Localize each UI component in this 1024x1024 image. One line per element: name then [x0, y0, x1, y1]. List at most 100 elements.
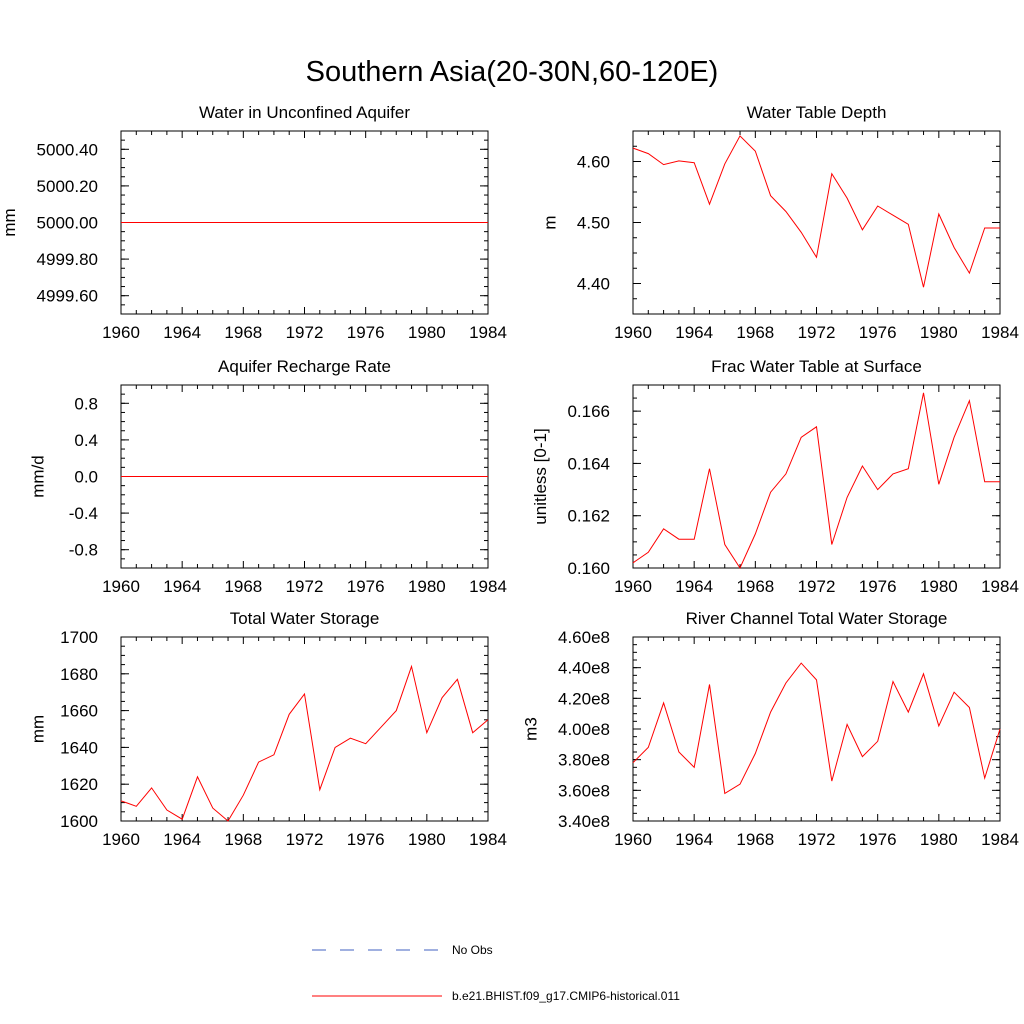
plot-frame: [632, 130, 1001, 315]
x-tick-label: 1984: [469, 830, 507, 849]
y-tick-label: 4999.60: [37, 287, 98, 306]
x-tick-label: 1980: [920, 577, 958, 596]
y-tick-label: 0.162: [567, 507, 610, 526]
y-tick-label: 0.164: [567, 454, 610, 473]
y-tick-label: 1680: [60, 665, 98, 684]
y-tick-label: 3.40e8: [558, 812, 610, 831]
series-line: [120, 664, 489, 822]
panel-title: Water Table Depth: [747, 103, 887, 122]
x-tick-label: 1984: [981, 323, 1019, 342]
chart-panel-2: Water Table Depth 1960 1964 1968 1972 1976 198…: [541, 103, 1019, 342]
x-tick-label: 1976: [859, 830, 897, 849]
series-line: [632, 662, 1001, 795]
x-tick-label: 1976: [347, 577, 385, 596]
x-tick-label: 1976: [859, 577, 897, 596]
y-tick-label: 0.8: [74, 394, 98, 413]
x-tick-label: 1968: [224, 830, 262, 849]
x-tick-label: 1976: [347, 323, 385, 342]
x-tick-label: 1968: [224, 323, 262, 342]
y-axis-label: unitless [0-1]: [531, 428, 550, 524]
y-tick-label: 1620: [60, 775, 98, 794]
x-tick-label: 1972: [798, 323, 836, 342]
x-tick-label: 1980: [408, 830, 446, 849]
x-tick-label: 1964: [675, 323, 713, 342]
x-tick-label: 1960: [614, 830, 652, 849]
y-tick-label: 0.166: [567, 402, 610, 421]
y-axis-label: mm/d: [29, 455, 48, 498]
x-tick-label: 1968: [736, 323, 774, 342]
panel-title: Aquifer Recharge Rate: [218, 357, 391, 376]
legend-swatch-solid: [312, 995, 442, 997]
series-line: [632, 135, 1000, 288]
x-tick-label: 1984: [981, 577, 1019, 596]
x-tick-label: 1972: [286, 577, 324, 596]
x-tick-label: 1984: [469, 577, 507, 596]
legend: No Obs b.e21.BHIST.f09_g17.CMIP6-histori…: [312, 940, 732, 1010]
y-tick-label: 5000.20: [37, 177, 98, 196]
y-tick-label: 4.50: [577, 214, 610, 233]
x-tick-label: 1964: [163, 830, 201, 849]
y-axis-label: mm: [29, 715, 48, 743]
x-tick-label: 1972: [798, 577, 836, 596]
x-tick-label: 1960: [102, 577, 140, 596]
x-tick-label: 1984: [469, 323, 507, 342]
y-tick-label: 4.40: [577, 275, 610, 294]
x-tick-label: 1972: [798, 830, 836, 849]
chart-panel-3: Aquifer Recharge Rate 1960 1964 1968 1972 197…: [29, 357, 507, 596]
x-tick-label: 1968: [224, 577, 262, 596]
y-tick-label: 1600: [60, 812, 98, 831]
x-tick-label: 1968: [736, 577, 774, 596]
y-tick-label: -0.8: [69, 541, 98, 560]
plot-frame: [120, 636, 489, 822]
chart-panel-5: Total Water Storage 1960 1964 1968 1972 1976 1…: [29, 609, 507, 849]
y-tick-label: 1660: [60, 702, 98, 721]
plot-frame: [632, 384, 1001, 569]
chart-panel-4: Frac Water Table at Surface 1960 1964 1968 1…: [531, 357, 1019, 596]
x-tick-label: 1972: [286, 830, 324, 849]
y-tick-label: 5000.40: [37, 140, 98, 159]
y-tick-label: 1640: [60, 738, 98, 757]
x-tick-label: 1964: [675, 830, 713, 849]
plot-frame: [632, 636, 1001, 822]
y-axis-label: m3: [521, 717, 540, 741]
series-line: [632, 392, 1000, 570]
x-tick-label: 1980: [920, 830, 958, 849]
x-tick-label: 1976: [859, 323, 897, 342]
x-tick-label: 1960: [102, 830, 140, 849]
panel-title: Frac Water Table at Surface: [711, 357, 922, 376]
panel-title: Water in Unconfined Aquifer: [199, 103, 410, 122]
y-axis-label: mm: [0, 208, 19, 236]
y-tick-label: 3.80e8: [558, 751, 610, 770]
y-tick-label: 4.40e8: [558, 659, 610, 678]
y-tick-label: 0.0: [74, 468, 98, 487]
y-tick-label: 0.4: [74, 431, 98, 450]
y-tick-label: -0.4: [69, 504, 98, 523]
x-tick-label: 1980: [920, 323, 958, 342]
y-tick-label: 4.60: [577, 153, 610, 172]
x-tick-label: 1976: [347, 830, 385, 849]
chart-panel-1: Water in Unconfined Aquifer 1960 1964 1968 1…: [0, 103, 507, 342]
legend-swatch-dashed: [312, 949, 442, 951]
panel-title: River Channel Total Water Storage: [686, 609, 948, 628]
y-tick-label: 0.160: [567, 559, 610, 578]
panel-title: Total Water Storage: [230, 609, 380, 628]
x-tick-label: 1964: [163, 323, 201, 342]
x-tick-label: 1960: [614, 323, 652, 342]
x-tick-label: 1960: [102, 323, 140, 342]
y-tick-label: 5000.00: [37, 214, 98, 233]
y-tick-label: 4.00e8: [558, 720, 610, 739]
x-tick-label: 1972: [286, 323, 324, 342]
x-tick-label: 1968: [736, 830, 774, 849]
y-tick-label: 4999.80: [37, 250, 98, 269]
legend-label-obs: No Obs: [452, 943, 493, 957]
x-tick-label: 1964: [163, 577, 201, 596]
y-tick-label: 4.20e8: [558, 689, 610, 708]
y-tick-label: 4.60e8: [558, 628, 610, 647]
x-tick-label: 1980: [408, 323, 446, 342]
x-tick-label: 1960: [614, 577, 652, 596]
legend-label-model: b.e21.BHIST.f09_g17.CMIP6-historical.011: [452, 989, 680, 1003]
x-tick-label: 1984: [981, 830, 1019, 849]
y-axis-label: m: [541, 215, 560, 229]
x-tick-label: 1980: [408, 577, 446, 596]
